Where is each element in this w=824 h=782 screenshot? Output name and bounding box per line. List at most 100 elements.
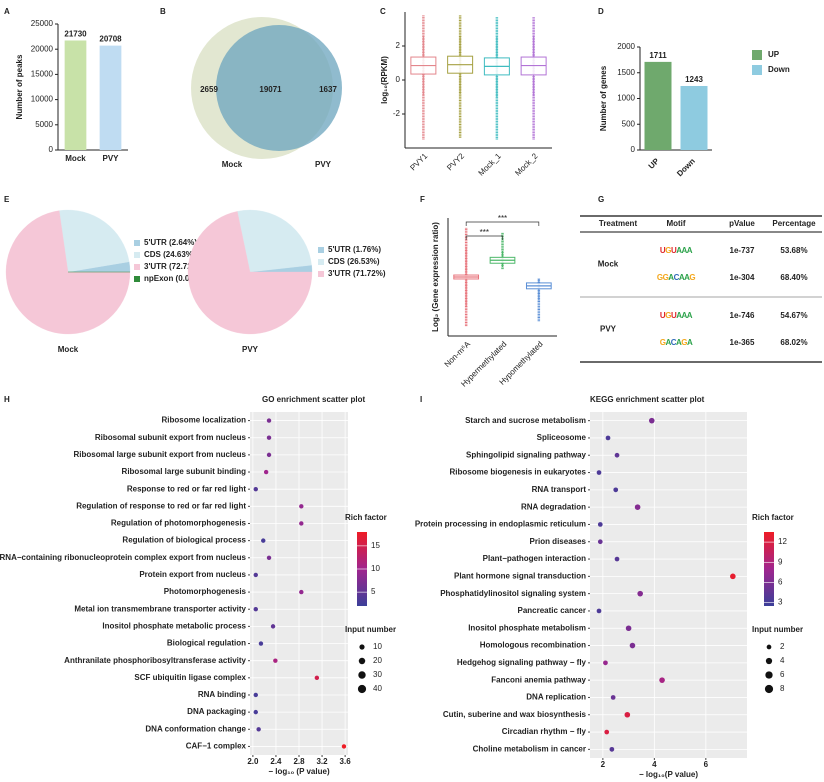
y-tick-label: Ribosomal large subunit export from nucl… xyxy=(74,450,247,459)
table-cell: PVY xyxy=(600,325,617,334)
x-tick-label: Mock xyxy=(65,154,86,163)
motif-letter: A xyxy=(676,246,682,255)
y-tick-label: Spliceosome xyxy=(537,433,587,442)
dot xyxy=(614,452,620,458)
table-header: Treatment xyxy=(599,219,638,228)
dot xyxy=(299,504,304,509)
x-axis-label: − log₁₀ (P value) xyxy=(268,767,330,776)
panel-label: I xyxy=(420,395,422,404)
y-axis-label: Number of peaks xyxy=(15,54,24,119)
pie-slice xyxy=(237,209,312,273)
y-tick-label: rRNA−containing ribonucleoprotein comple… xyxy=(0,553,247,562)
size-key xyxy=(359,644,365,650)
dot xyxy=(648,417,655,424)
pie-title: PVY xyxy=(242,345,259,354)
motif-letter: A xyxy=(682,246,688,255)
y-axis-label: Number of genes xyxy=(599,65,608,131)
motif-letter: G xyxy=(657,273,663,282)
x-tick-label: Down xyxy=(675,156,697,178)
value-label: 1243 xyxy=(685,75,703,84)
size-label: 2 xyxy=(780,642,785,651)
dot xyxy=(605,435,611,441)
size-key xyxy=(765,671,773,679)
venn-count: 2659 xyxy=(200,85,218,94)
dot xyxy=(629,642,636,649)
size-label: 8 xyxy=(780,684,785,693)
colorbar xyxy=(764,532,774,606)
x-tick-label: 2.4 xyxy=(270,757,282,766)
dot xyxy=(637,590,643,597)
motif-letter: A xyxy=(665,338,671,347)
y-tick-label: Fanconi anemia pathway xyxy=(491,675,586,684)
motif-letter: A xyxy=(687,311,693,320)
motif-letter: U xyxy=(660,311,666,320)
significance-label: *** xyxy=(498,214,507,223)
motif-letter: G xyxy=(665,311,671,320)
dot xyxy=(273,658,278,663)
table-header: Motif xyxy=(666,219,685,228)
y-tick-label: Ribosomal large subunit binding xyxy=(122,467,247,476)
venn-set-label: PVY xyxy=(315,160,332,169)
dot xyxy=(596,608,602,614)
y-tick-label: Response to red or far red light xyxy=(127,484,246,493)
table-cell: 68.02% xyxy=(780,338,807,347)
y-tick-label: Inositol phosphate metabolism xyxy=(468,623,586,632)
size-label: 30 xyxy=(373,670,382,679)
table-cell: 68.40% xyxy=(780,273,807,282)
motif-letter: G xyxy=(681,338,687,347)
venn-set xyxy=(216,25,342,151)
size-label: 6 xyxy=(780,670,785,679)
size-key xyxy=(764,684,774,694)
legend-swatch xyxy=(134,240,140,246)
y-tick-label: Starch and sucrose metabolism xyxy=(465,416,586,425)
size-key xyxy=(765,657,773,665)
x-tick-label: Mock_1 xyxy=(477,151,504,178)
motif-letter: U xyxy=(660,246,666,255)
motif-letter: A xyxy=(676,338,682,347)
legend-title: Input number xyxy=(345,625,396,634)
dot xyxy=(266,555,272,560)
y-tick-label: Cutin, suberine and wax biosynthesis xyxy=(443,710,587,719)
dot xyxy=(625,625,632,632)
y-tick-label: 500 xyxy=(622,119,636,128)
legend-title: Rich factor xyxy=(752,513,794,522)
dot xyxy=(609,746,615,752)
table-cell: Mock xyxy=(598,260,619,269)
dot xyxy=(263,469,269,475)
dot xyxy=(253,572,258,578)
pie-slice xyxy=(187,211,313,335)
legend-title: Input number xyxy=(752,625,803,634)
dot xyxy=(261,538,266,543)
bar xyxy=(680,85,708,150)
size-key xyxy=(357,684,367,694)
table-cell: 1e-304 xyxy=(730,273,755,282)
y-axis-label: log₁₀(RPKM) xyxy=(380,56,389,104)
y-tick-label: 5000 xyxy=(35,120,53,129)
y-tick-label: 0 xyxy=(631,145,636,154)
y-tick-label: Ribosome biogenesis in eukaryotes xyxy=(450,468,587,477)
panel-label: H xyxy=(4,395,10,404)
y-tick-label: Homologous recombination xyxy=(480,641,586,650)
y-tick-label: Protein processing in endoplasmic reticu… xyxy=(415,520,586,529)
y-tick-label: 1500 xyxy=(617,68,635,77)
colorbar-label: 15 xyxy=(371,541,380,550)
x-tick-label: PVY2 xyxy=(445,151,466,172)
motif-letter: A xyxy=(679,273,685,282)
dot xyxy=(624,711,631,718)
dot xyxy=(256,727,261,732)
motif-letter: A xyxy=(687,338,693,347)
y-axis-label: Log₂ (Gene expression ratio) xyxy=(431,222,440,332)
x-tick-label: 2.8 xyxy=(293,757,305,766)
y-tick-label: Metal ion transmembrane transporter acti… xyxy=(74,604,246,613)
chart-title: GO enrichment scatter plot xyxy=(262,395,365,404)
y-tick-label: Regulation of response to red or far red… xyxy=(76,501,246,510)
dot xyxy=(614,556,620,562)
x-axis-label: − log₁₀(P value) xyxy=(639,770,698,779)
colorbar-label: 6 xyxy=(778,578,783,587)
y-tick-label: -2 xyxy=(393,109,401,118)
colorbar-label: 5 xyxy=(371,587,376,596)
motif-logo: GGACAAG xyxy=(657,273,696,282)
table-header: pValue xyxy=(729,219,755,228)
y-tick-label: DNA replication xyxy=(526,693,586,702)
dot xyxy=(258,641,264,646)
